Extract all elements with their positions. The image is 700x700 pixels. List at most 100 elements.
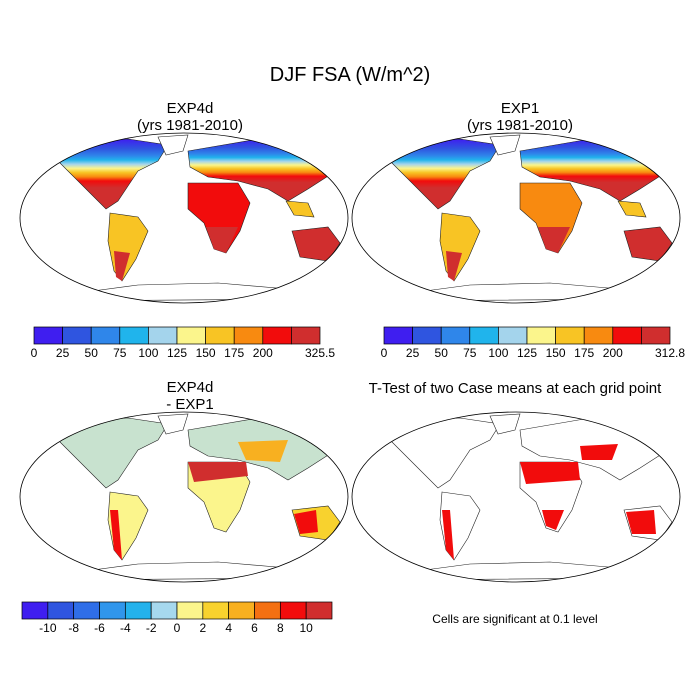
colorbar-box xyxy=(383,326,413,345)
panel-1-title-line2: (yrs 1981-2010) xyxy=(137,117,243,134)
colorbar-box xyxy=(73,601,100,620)
colorbar-tick-label: 75 xyxy=(113,346,127,360)
colorbar-box xyxy=(305,601,333,620)
colorbar-tick-label: 75 xyxy=(463,346,477,360)
colorbar-box xyxy=(279,601,307,620)
colorbar-tick-label: 200 xyxy=(603,346,623,360)
colorbar-box xyxy=(21,601,49,620)
colorbar-tick-label: 4 xyxy=(225,621,232,635)
colorbar-tick-label: -4 xyxy=(120,621,131,635)
antarctica xyxy=(57,282,319,302)
south-america xyxy=(439,212,481,282)
colorbar-tick-label: 8 xyxy=(277,621,284,635)
australia xyxy=(623,226,673,262)
ttest-title: T-Test of two Case means at each grid po… xyxy=(368,380,662,397)
colorbar-box xyxy=(205,326,235,345)
north-america xyxy=(55,417,169,489)
colorbar-box xyxy=(228,601,255,620)
land-masses xyxy=(387,134,673,302)
map-exp1 xyxy=(351,132,681,304)
colorbar-tick-label: -2 xyxy=(146,621,157,635)
greenland xyxy=(489,413,521,435)
colorbar-tick-label: 50 xyxy=(435,346,449,360)
colorbar-box xyxy=(526,326,556,345)
colorbar-box xyxy=(641,326,671,345)
south-america-south xyxy=(446,251,462,281)
antarctica xyxy=(389,561,651,581)
colorbar-tick-label: 312.8 xyxy=(655,346,685,360)
colorbar-tick-label: 200 xyxy=(253,346,273,360)
panel-2-title: EXP1 (yrs 1981-2010) xyxy=(360,100,680,134)
greenland xyxy=(489,134,521,156)
australia-west xyxy=(294,510,318,534)
greenland xyxy=(157,413,189,435)
central-asia-significant xyxy=(580,444,618,460)
colorbar-exp1: 0 25 50 75 100 125 150 175 200 312.8 xyxy=(381,326,685,360)
panel-1-title-line1: EXP4d xyxy=(166,100,214,117)
africa-south xyxy=(206,227,238,253)
map-ttest xyxy=(351,411,681,583)
colorbar-tick-label: 150 xyxy=(546,346,566,360)
main-title: DJF FSA (W/m^2) xyxy=(269,64,431,86)
colorbar-tick-label: 0 xyxy=(31,346,38,360)
north-america xyxy=(55,138,169,210)
colorbar-tick-label: 100 xyxy=(138,346,158,360)
south-america xyxy=(107,212,149,282)
panel-1-title: EXP4d (yrs 1981-2010) xyxy=(30,100,350,134)
colorbar-tick-label: -8 xyxy=(68,621,79,635)
ttest-note: Cells are significant at 0.1 level xyxy=(432,612,598,626)
colorbar-box xyxy=(47,601,75,620)
southern-africa-significant xyxy=(542,510,564,530)
colorbar-tick-label: 150 xyxy=(196,346,216,360)
colorbar-box xyxy=(262,326,292,345)
colorbar-exp4d: 0 25 50 75 100 125 150 175 200 325.5 xyxy=(31,326,335,360)
sahara xyxy=(188,462,248,482)
africa-south xyxy=(538,227,570,253)
colorbar-box xyxy=(148,326,178,345)
land-masses xyxy=(387,413,673,581)
colorbar-box xyxy=(254,601,281,620)
map-difference xyxy=(19,411,349,583)
colorbar-tick-label: 25 xyxy=(56,346,70,360)
colorbar-box xyxy=(119,326,149,345)
colorbar-tick-label: 6 xyxy=(251,621,258,635)
colorbar-tick-label: 125 xyxy=(167,346,187,360)
colorbar-box xyxy=(555,326,585,345)
australia xyxy=(291,226,341,262)
colorbar-box xyxy=(99,601,126,620)
colorbar-box xyxy=(233,326,264,345)
antarctica xyxy=(57,561,319,581)
colorbar-tick-label: 125 xyxy=(517,346,537,360)
north-america xyxy=(387,417,501,489)
colorbar-box xyxy=(583,326,614,345)
colorbar-box xyxy=(498,326,528,345)
colorbar-box xyxy=(150,601,178,620)
panel-3-title-line1: EXP4d xyxy=(166,379,214,396)
colorbar-box xyxy=(124,601,152,620)
greenland xyxy=(157,134,189,156)
central-asia xyxy=(238,440,288,462)
land-masses xyxy=(55,413,341,581)
australia-significant xyxy=(626,510,656,534)
se-asia xyxy=(617,200,647,218)
panel-2-title-line1: EXP1 xyxy=(500,100,540,117)
se-asia xyxy=(285,200,315,218)
colorbar-tick-label: 175 xyxy=(224,346,244,360)
colorbar-box xyxy=(90,326,121,345)
colorbar-tick-label: 25 xyxy=(406,346,420,360)
land-masses xyxy=(55,134,341,302)
south-america-west xyxy=(110,510,122,560)
colorbar-tick-label: 325.5 xyxy=(305,346,335,360)
colorbar-tick-label: -6 xyxy=(94,621,105,635)
colorbar-tick-label: 100 xyxy=(488,346,508,360)
colorbar-tick-label: 10 xyxy=(299,621,313,635)
colorbar-difference: -10 -8 -6 -4 -2 0 2 4 6 8 10 xyxy=(21,601,333,635)
north-america xyxy=(387,138,501,210)
colorbar-tick-label: 0 xyxy=(381,346,388,360)
panel-2-title-line2: (yrs 1981-2010) xyxy=(467,117,573,134)
antarctica xyxy=(389,282,651,302)
colorbar-tick-label: 2 xyxy=(199,621,206,635)
colorbar-box xyxy=(291,326,321,345)
colorbar-tick-label: -10 xyxy=(39,621,57,635)
colorbar-box xyxy=(176,326,206,345)
